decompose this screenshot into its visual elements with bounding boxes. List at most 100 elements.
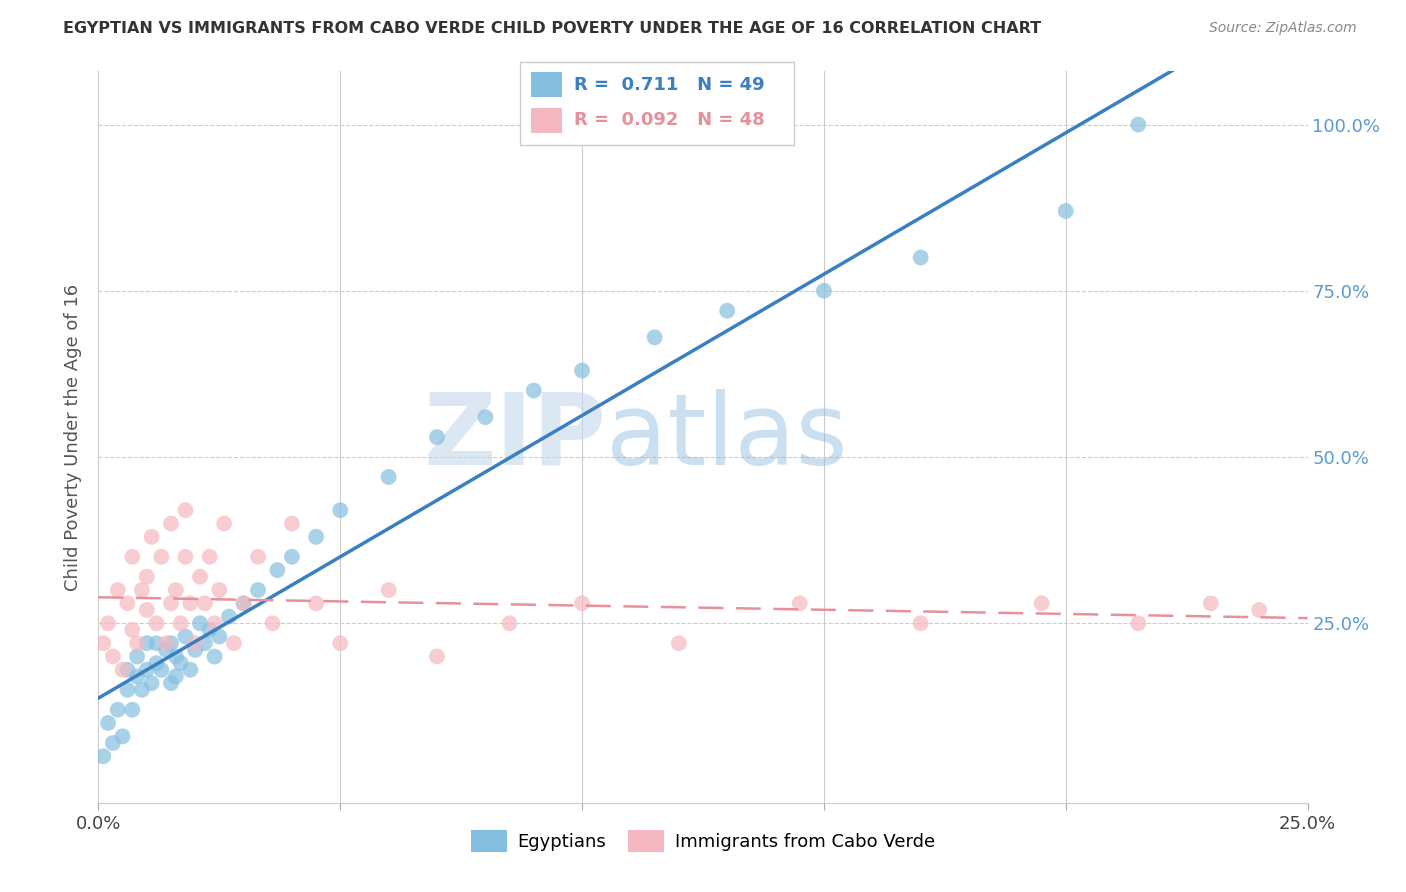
Point bbox=[174, 630, 197, 644]
Point bbox=[150, 549, 173, 564]
Point bbox=[91, 636, 114, 650]
Point bbox=[107, 703, 129, 717]
Point bbox=[135, 603, 157, 617]
Point bbox=[232, 596, 254, 610]
Point bbox=[498, 616, 520, 631]
Point bbox=[111, 663, 134, 677]
Point bbox=[165, 669, 187, 683]
Point bbox=[160, 596, 183, 610]
Point bbox=[91, 749, 114, 764]
Point bbox=[117, 596, 139, 610]
Point bbox=[184, 643, 207, 657]
Point bbox=[218, 609, 240, 624]
Point bbox=[1249, 603, 1271, 617]
Point bbox=[426, 649, 449, 664]
Point bbox=[188, 570, 211, 584]
Point bbox=[716, 303, 738, 318]
Text: atlas: atlas bbox=[606, 389, 848, 485]
Point bbox=[305, 530, 328, 544]
Text: EGYPTIAN VS IMMIGRANTS FROM CABO VERDE CHILD POVERTY UNDER THE AGE OF 16 CORRELA: EGYPTIAN VS IMMIGRANTS FROM CABO VERDE C… bbox=[63, 21, 1042, 36]
Text: R =  0.711   N = 49: R = 0.711 N = 49 bbox=[574, 76, 765, 94]
Point bbox=[281, 516, 304, 531]
Point bbox=[179, 663, 201, 677]
Point bbox=[117, 682, 139, 697]
Point bbox=[160, 636, 183, 650]
Point bbox=[135, 636, 157, 650]
Point bbox=[174, 503, 197, 517]
Point bbox=[97, 716, 120, 731]
Point bbox=[305, 596, 328, 610]
Point bbox=[169, 616, 191, 631]
Point bbox=[141, 530, 163, 544]
Point bbox=[262, 616, 284, 631]
Point bbox=[1054, 204, 1077, 219]
Point bbox=[101, 649, 124, 664]
Point bbox=[1031, 596, 1053, 610]
Point bbox=[127, 669, 149, 683]
Point bbox=[101, 736, 124, 750]
Point bbox=[184, 636, 207, 650]
Point bbox=[644, 330, 666, 344]
Point bbox=[910, 616, 932, 631]
Legend: Egyptians, Immigrants from Cabo Verde: Egyptians, Immigrants from Cabo Verde bbox=[464, 823, 942, 860]
Point bbox=[169, 656, 191, 670]
Point bbox=[165, 649, 187, 664]
Point bbox=[1128, 616, 1150, 631]
Point bbox=[813, 284, 835, 298]
Point bbox=[571, 363, 593, 377]
Point bbox=[160, 676, 183, 690]
Point bbox=[208, 630, 231, 644]
Point bbox=[377, 582, 399, 597]
Point bbox=[281, 549, 304, 564]
Point bbox=[188, 616, 211, 631]
Point bbox=[121, 703, 143, 717]
Point bbox=[204, 649, 226, 664]
Point bbox=[179, 596, 201, 610]
Point bbox=[789, 596, 811, 610]
Point bbox=[198, 549, 221, 564]
Point bbox=[247, 549, 270, 564]
Point bbox=[377, 470, 399, 484]
Point bbox=[204, 616, 226, 631]
Point bbox=[117, 663, 139, 677]
Point bbox=[155, 636, 177, 650]
Point bbox=[165, 582, 187, 597]
Point bbox=[910, 251, 932, 265]
Point bbox=[194, 596, 217, 610]
Point bbox=[127, 636, 149, 650]
Point bbox=[97, 616, 120, 631]
Text: ZIP: ZIP bbox=[423, 389, 606, 485]
Point bbox=[111, 729, 134, 743]
Point bbox=[121, 623, 143, 637]
Point bbox=[145, 656, 167, 670]
Point bbox=[145, 636, 167, 650]
Point bbox=[474, 410, 496, 425]
Point bbox=[135, 663, 157, 677]
Point bbox=[127, 649, 149, 664]
Point bbox=[668, 636, 690, 650]
Point bbox=[174, 549, 197, 564]
Point bbox=[150, 663, 173, 677]
Point bbox=[329, 636, 352, 650]
Text: R =  0.092   N = 48: R = 0.092 N = 48 bbox=[574, 112, 765, 129]
Point bbox=[232, 596, 254, 610]
Point bbox=[121, 549, 143, 564]
Point bbox=[141, 676, 163, 690]
Point bbox=[222, 636, 245, 650]
Point bbox=[212, 516, 235, 531]
Point bbox=[523, 384, 546, 398]
Point bbox=[1199, 596, 1222, 610]
Point bbox=[194, 636, 217, 650]
Point bbox=[131, 682, 153, 697]
Point bbox=[208, 582, 231, 597]
Point bbox=[131, 582, 153, 597]
Point bbox=[155, 643, 177, 657]
Point bbox=[145, 616, 167, 631]
Point bbox=[266, 563, 288, 577]
Point bbox=[329, 503, 352, 517]
Text: Source: ZipAtlas.com: Source: ZipAtlas.com bbox=[1209, 21, 1357, 35]
Point bbox=[1128, 118, 1150, 132]
Point bbox=[107, 582, 129, 597]
Point bbox=[198, 623, 221, 637]
Point bbox=[247, 582, 270, 597]
